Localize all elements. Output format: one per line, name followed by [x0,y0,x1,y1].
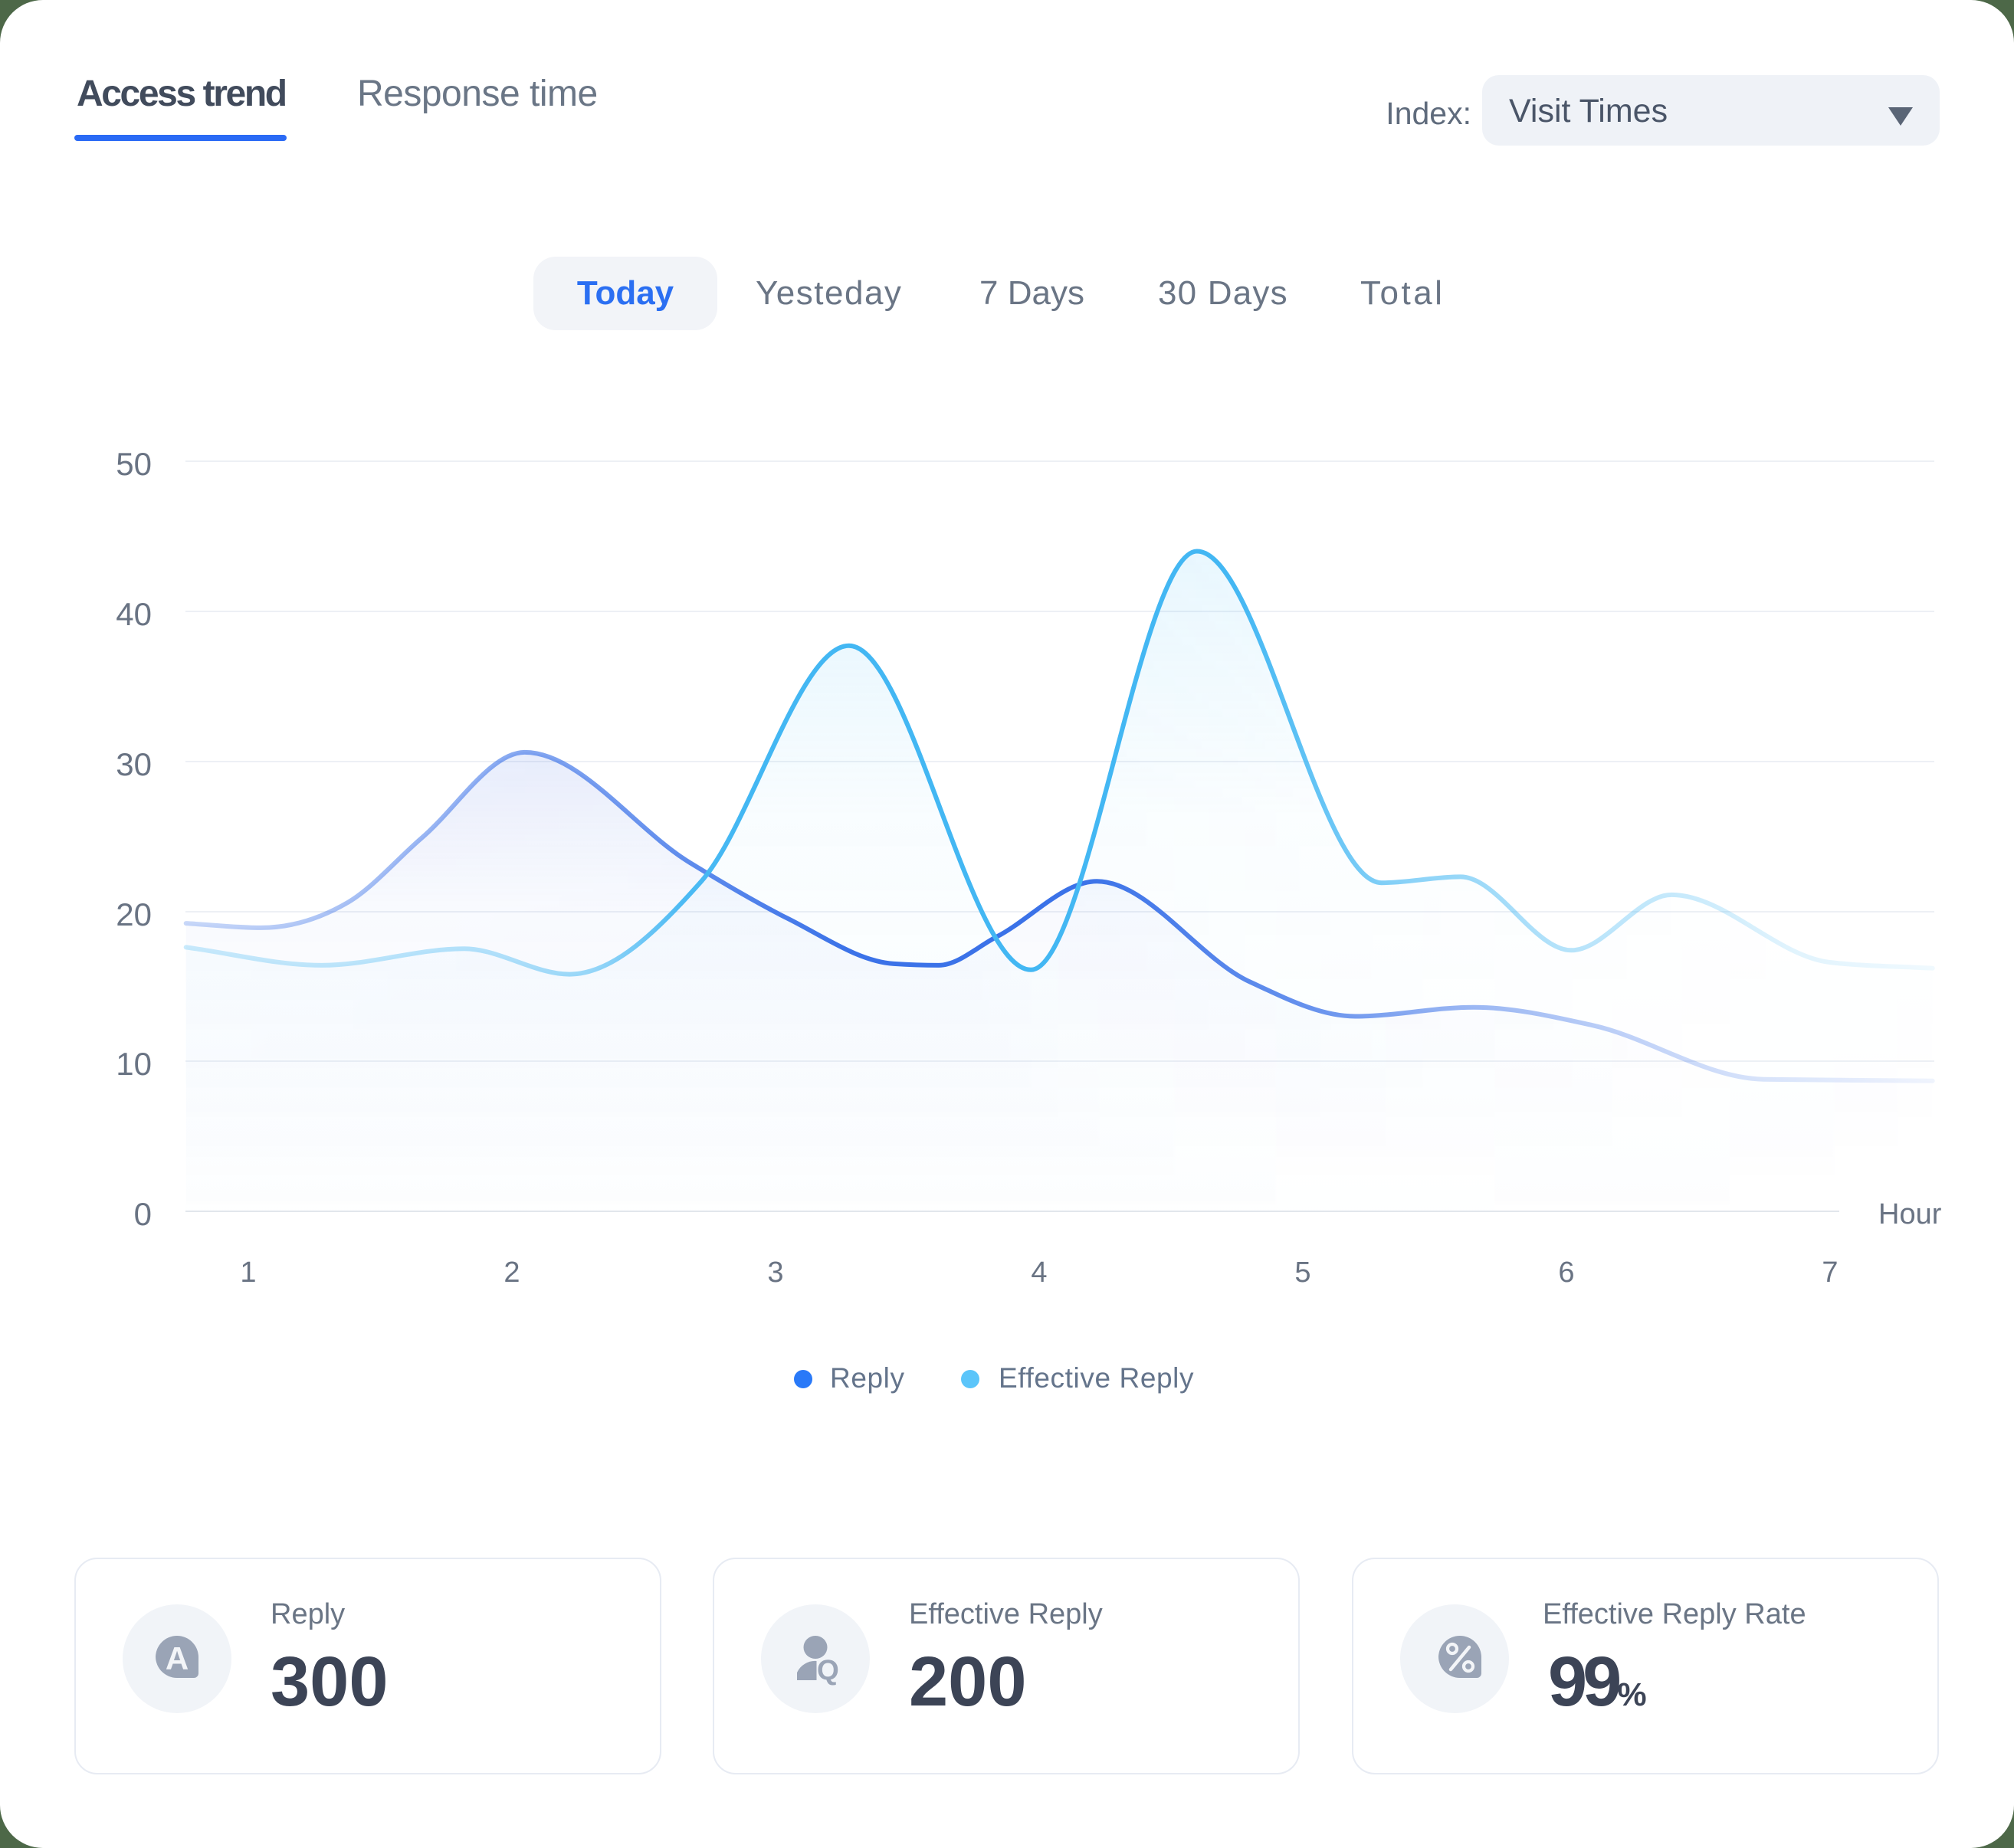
svg-text:A: A [166,1640,189,1676]
svg-text:Q: Q [817,1654,839,1686]
